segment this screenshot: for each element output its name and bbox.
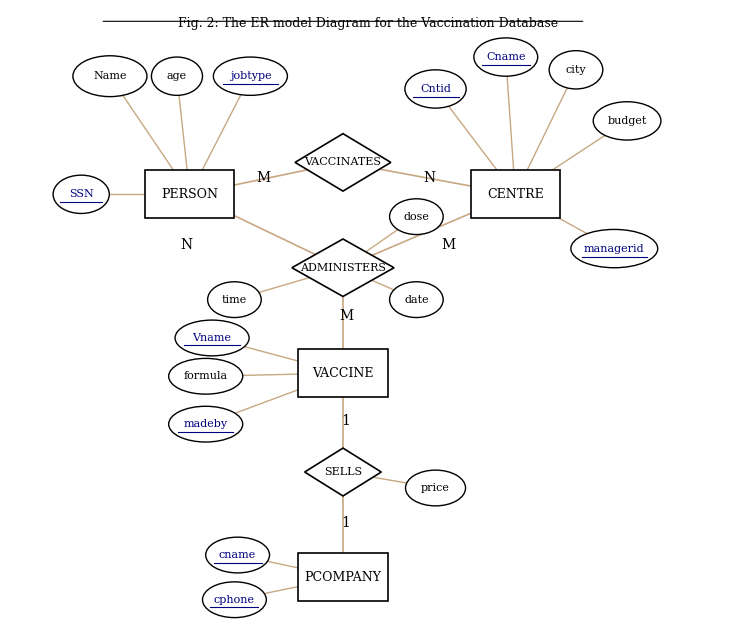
Text: ADMINISTERS: ADMINISTERS [300, 263, 386, 272]
Ellipse shape [213, 57, 287, 95]
Text: city: city [566, 65, 587, 75]
Text: 1: 1 [342, 414, 351, 428]
Polygon shape [292, 239, 394, 296]
Text: jobtype: jobtype [229, 71, 271, 81]
FancyBboxPatch shape [145, 171, 234, 218]
Text: SSN: SSN [69, 189, 94, 199]
Text: time: time [222, 295, 247, 305]
Ellipse shape [203, 582, 266, 618]
Ellipse shape [390, 282, 443, 317]
Text: CENTRE: CENTRE [487, 188, 544, 201]
Ellipse shape [151, 57, 203, 95]
Text: PCOMPANY: PCOMPANY [304, 571, 382, 584]
Text: M: M [441, 238, 455, 252]
Text: Cntid: Cntid [420, 84, 451, 94]
Ellipse shape [474, 38, 538, 76]
Text: Cname: Cname [486, 52, 525, 62]
Text: formula: formula [184, 372, 228, 381]
Ellipse shape [571, 229, 657, 268]
Text: Vname: Vname [192, 333, 231, 343]
Text: dose: dose [403, 212, 430, 222]
Text: cphone: cphone [214, 594, 255, 605]
Text: N: N [423, 171, 436, 185]
Text: PERSON: PERSON [161, 188, 218, 201]
Ellipse shape [208, 282, 261, 317]
Ellipse shape [73, 56, 147, 97]
FancyBboxPatch shape [298, 553, 388, 601]
Ellipse shape [405, 470, 466, 506]
Text: VACCINE: VACCINE [312, 366, 374, 379]
Ellipse shape [206, 537, 270, 573]
Ellipse shape [53, 175, 109, 213]
FancyBboxPatch shape [471, 171, 560, 218]
Text: N: N [181, 238, 192, 252]
Ellipse shape [175, 320, 249, 356]
Ellipse shape [169, 406, 242, 442]
Text: M: M [256, 171, 270, 185]
Ellipse shape [390, 199, 443, 234]
Text: Fig. 2: The ER model Diagram for the Vaccination Database: Fig. 2: The ER model Diagram for the Vac… [178, 17, 559, 30]
Text: madeby: madeby [184, 419, 228, 429]
Text: managerid: managerid [584, 243, 645, 254]
Ellipse shape [169, 359, 242, 394]
Text: M: M [339, 308, 353, 323]
Text: Name: Name [93, 71, 127, 81]
Text: age: age [167, 71, 187, 81]
FancyBboxPatch shape [298, 349, 388, 397]
Text: 1: 1 [342, 516, 351, 530]
Text: budget: budget [607, 116, 647, 126]
Text: date: date [404, 295, 429, 305]
Polygon shape [304, 448, 381, 496]
Ellipse shape [405, 70, 467, 108]
Text: VACCINATES: VACCINATES [304, 157, 382, 167]
Text: SELLS: SELLS [324, 467, 362, 477]
Text: cname: cname [219, 550, 256, 560]
Text: price: price [421, 483, 450, 493]
Polygon shape [295, 134, 391, 191]
Ellipse shape [549, 51, 603, 89]
Ellipse shape [593, 102, 661, 140]
